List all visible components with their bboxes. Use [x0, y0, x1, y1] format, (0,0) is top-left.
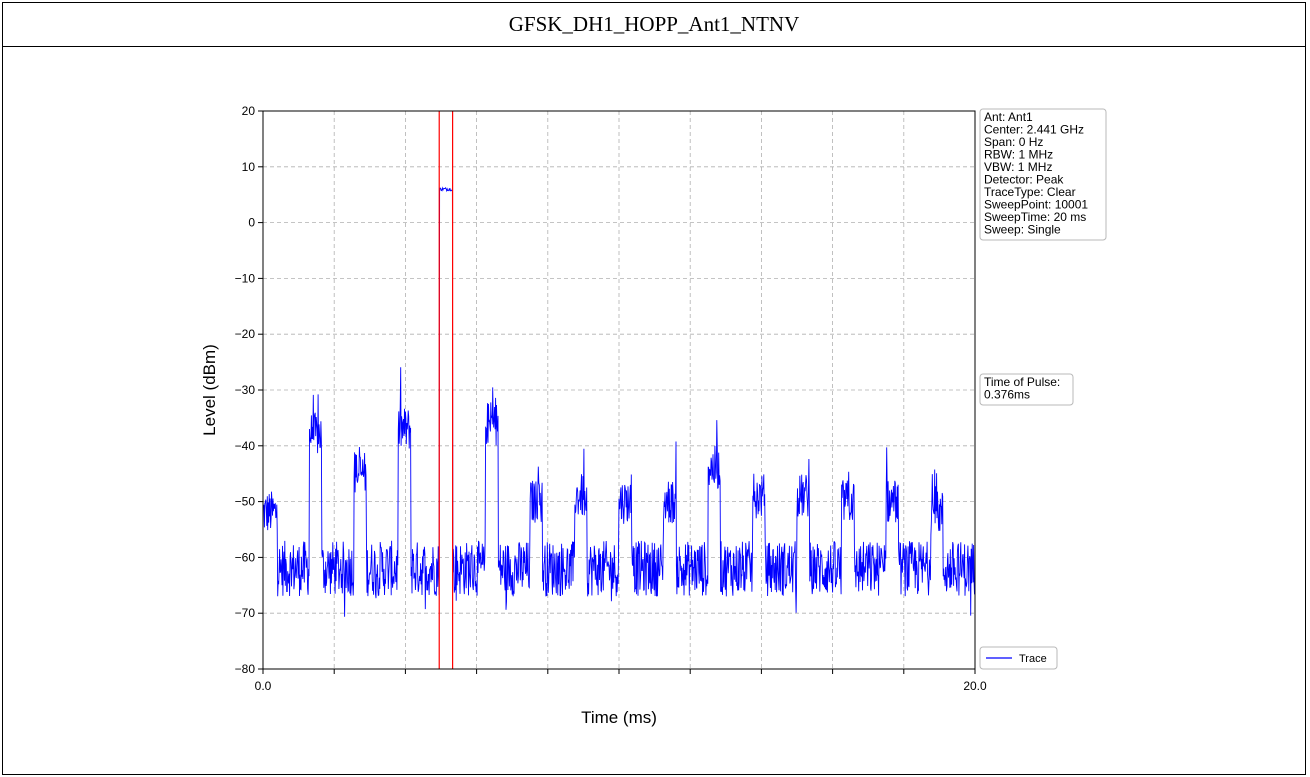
y-tick-label: −20	[235, 327, 256, 341]
pulse-box-line: Time of Pulse:	[984, 375, 1060, 389]
page-title: GFSK_DH1_HOPP_Ant1_NTNV	[3, 3, 1305, 47]
pulse-box-line: 0.376ms	[984, 388, 1030, 402]
info-box-line: RBW: 1 MHz	[984, 148, 1053, 162]
y-tick-label: −50	[235, 495, 256, 509]
y-tick-label: −60	[235, 550, 256, 564]
y-tick-label: −70	[235, 606, 256, 620]
y-tick-label: −10	[235, 271, 256, 285]
legend: Trace	[979, 646, 1058, 670]
info-box-line: VBW: 1 MHz	[984, 160, 1052, 174]
legend-frame	[979, 646, 1058, 670]
y-tick-label: 0	[248, 216, 255, 230]
info-box-line: Ant: Ant1	[984, 110, 1033, 124]
x-axis-label: Time (ms)	[581, 708, 657, 727]
trace-series	[262, 186, 976, 617]
info-box-line: Detector: Peak	[984, 173, 1064, 187]
info-box-frame	[979, 108, 1107, 241]
info-box-line: Span: 0 Hz	[984, 135, 1043, 149]
info-box-line: Sweep: Single	[984, 223, 1061, 237]
pulse-box-frame	[979, 373, 1074, 406]
x-tick-label: 20.0	[963, 679, 987, 693]
y-tick-label: 10	[242, 160, 256, 174]
y-tick-label: −30	[235, 383, 256, 397]
pulse-markers	[438, 111, 454, 669]
y-tick-label: 20	[242, 104, 256, 118]
y-tick-label: −40	[235, 439, 256, 453]
y-axis-label: Level (dBm)	[200, 344, 219, 436]
pulse-time-box: Time of Pulse: 0.376ms	[979, 373, 1074, 406]
axis-ticks: 0.0 20.0 20 10 0 −10 −20 −30 −40 −50 −60 −70 −80	[235, 104, 987, 693]
info-box-line: SweepTime: 20 ms	[984, 210, 1086, 224]
info-box-line: TraceType: Clear	[984, 185, 1076, 199]
y-tick-label: −80	[235, 662, 256, 676]
x-tick-label: 0.0	[255, 679, 272, 693]
info-box-line: SweepPoint: 10001	[984, 198, 1088, 212]
legend-entry: Trace	[1019, 653, 1047, 665]
info-box-line: Center: 2.441 GHz	[984, 123, 1084, 137]
trace-line	[262, 186, 976, 617]
grid-lines	[263, 111, 975, 669]
